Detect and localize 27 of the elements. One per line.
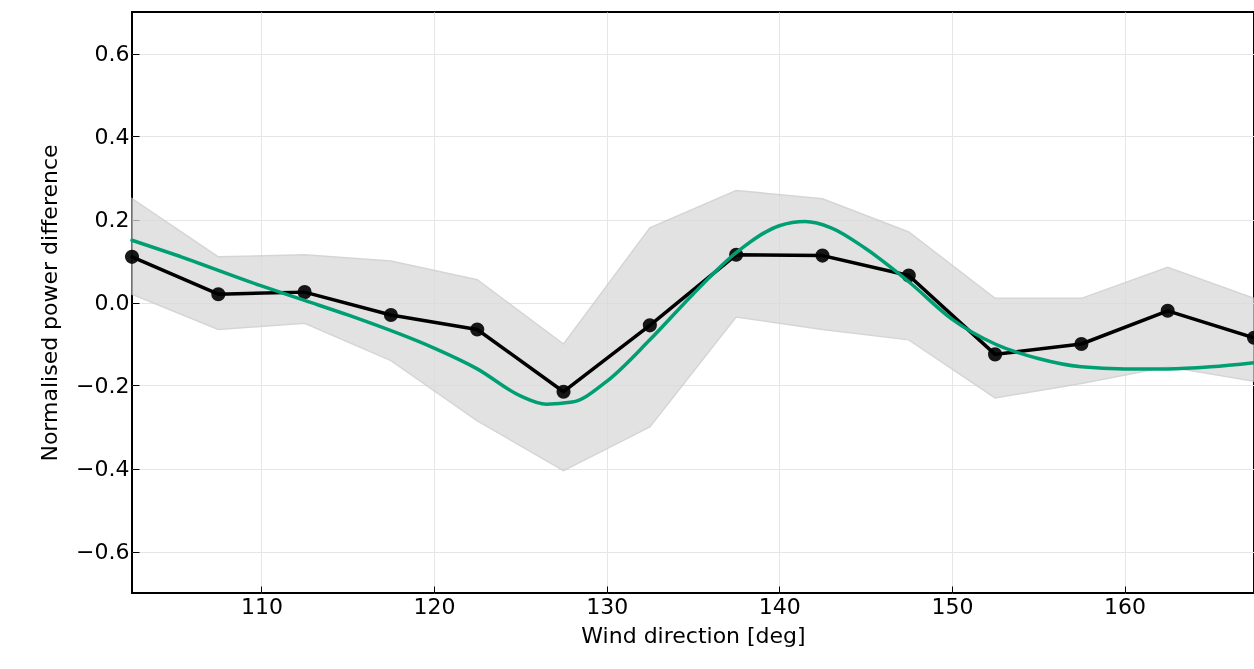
y-tick-label: 0.4 <box>94 124 130 149</box>
point <box>1160 303 1175 318</box>
x-tick-label: 130 <box>586 593 629 619</box>
point <box>1074 336 1089 352</box>
x-tick-label: 150 <box>931 593 974 619</box>
point <box>124 249 140 264</box>
y-tick-label: −0.4 <box>76 456 130 481</box>
point <box>470 322 485 337</box>
y-tick-label: 0.0 <box>94 290 130 315</box>
point <box>556 384 571 399</box>
point <box>211 287 226 302</box>
y-tick-label: −0.2 <box>76 373 130 398</box>
line-series <box>130 219 1254 406</box>
x-tick-label: 160 <box>1104 593 1147 619</box>
point <box>297 285 312 300</box>
point <box>815 248 830 263</box>
point <box>383 307 398 323</box>
x-tick-label: 120 <box>413 593 456 619</box>
point <box>988 347 1003 362</box>
point <box>642 318 657 333</box>
x-axis-title: Wind direction [deg] <box>581 622 806 648</box>
y-tick-label: 0.2 <box>94 207 130 232</box>
y-tick-label: −0.6 <box>76 539 130 564</box>
x-tick-label: 110 <box>240 593 283 619</box>
y-tick-label: 0.6 <box>94 41 130 66</box>
x-tick-label: 140 <box>758 593 801 619</box>
y-axis-title: Normalised power difference <box>37 144 63 462</box>
